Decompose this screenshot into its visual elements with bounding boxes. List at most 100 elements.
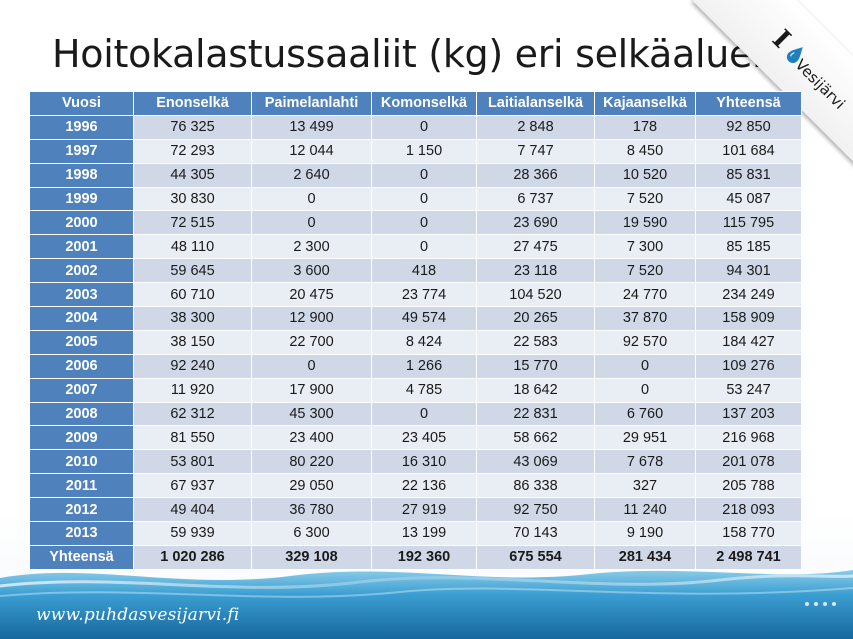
table-cell: 22 700 [251,329,372,355]
table-cell: 28 366 [476,162,595,188]
table-cell: 45 300 [251,401,372,427]
column-header-enonselka: Enonselkä [133,91,252,116]
table-row: 2007 11 920 17 900 4 785 18 642 0 53 247 [29,377,802,403]
table-cell: 8 450 [594,138,696,164]
table-cell: 1 266 [371,353,477,379]
total-label: Yhteensä [29,544,134,570]
table-row: 2006 92 240 0 1 266 15 770 0 109 276 [29,353,802,379]
table-cell: 45 087 [695,186,802,212]
table-cell: 327 [594,473,696,499]
table-cell: 23 690 [476,210,595,236]
table-cell: 22 831 [476,401,595,427]
row-year: 2007 [29,377,134,403]
water-drop-heart-icon [786,47,803,63]
table-cell: 205 788 [695,473,802,499]
table-cell: 27 919 [371,497,477,523]
table-cell: 23 774 [371,282,477,308]
row-year: 2005 [29,329,134,355]
table-cell: 23 405 [371,425,477,451]
row-year: 1998 [29,162,134,188]
table-cell: 2 300 [251,234,372,260]
table-cell: 53 801 [133,449,252,475]
table-cell: 60 710 [133,282,252,308]
table-cell: 158 909 [695,306,802,331]
table-cell: 158 770 [695,521,802,546]
table-row: 2002 59 645 3 600 418 23 118 7 520 94 301 [29,258,802,284]
table-cell: 72 293 [133,138,252,164]
table-cell: 24 770 [594,282,696,308]
table-cell: 6 300 [251,521,372,546]
row-year: 2010 [29,449,134,475]
table-cell: 178 [594,114,696,140]
table-cell: 44 305 [133,162,252,188]
table-row: 2008 62 312 45 300 0 22 831 6 760 137 203 [29,401,802,427]
water-wave-footer [0,570,853,639]
table-row: 2009 81 550 23 400 23 405 58 662 29 951 216 96… [29,425,802,451]
row-year: 2013 [29,521,134,546]
table-cell: 17 900 [251,377,372,403]
table-cell: 58 662 [476,425,595,451]
table-cell: 6 760 [594,401,696,427]
table-row: 2004 38 300 12 900 49 574 20 265 37 870 158 90… [29,306,802,331]
table-cell: 115 795 [695,210,802,236]
row-year: 2001 [29,234,134,260]
table-cell: 2 498 741 [695,544,802,570]
table-cell: 0 [371,186,477,212]
table-row: 2005 38 150 22 700 8 424 22 583 92 570 184 427 [29,329,802,355]
row-year: 1996 [29,114,134,140]
table-cell: 76 325 [133,114,252,140]
table-cell: 18 642 [476,377,595,403]
catch-table: Vuosi Enonselkä Paimelanlahti Komonselkä… [29,91,802,570]
table-cell: 29 951 [594,425,696,451]
table-cell: 12 900 [251,306,372,331]
table-cell: 59 645 [133,258,252,284]
table-header-row: Vuosi Enonselkä Paimelanlahti Komonselkä… [29,91,802,116]
table-cell: 7 300 [594,234,696,260]
table-cell: 23 400 [251,425,372,451]
table-cell: 80 220 [251,449,372,475]
table-cell: 49 404 [133,497,252,523]
row-year: 2008 [29,401,134,427]
table-cell: 48 110 [133,234,252,260]
table-cell: 92 750 [476,497,595,523]
table-row: 1996 76 325 13 499 0 2 848 178 92 850 [29,114,802,140]
table-cell: 27 475 [476,234,595,260]
table-cell: 0 [251,353,372,379]
table-cell: 104 520 [476,282,595,308]
table-cell: 92 850 [695,114,802,140]
table-cell: 92 570 [594,329,696,355]
row-year: 2011 [29,473,134,499]
table-cell: 20 475 [251,282,372,308]
table-cell: 201 078 [695,449,802,475]
corner-ribbon: I Vesijärvi [673,0,853,180]
table-cell: 0 [371,401,477,427]
table-cell: 38 300 [133,306,252,331]
table-row: 2010 53 801 80 220 16 310 43 069 7 678 201 078 [29,449,802,475]
row-year: 2002 [29,258,134,284]
table-cell: 0 [371,234,477,260]
table-cell: 15 770 [476,353,595,379]
table-cell: 329 108 [251,544,372,570]
table-cell: 70 143 [476,521,595,546]
table-cell: 53 247 [695,377,802,403]
row-year: 1997 [29,138,134,164]
table-cell: 4 785 [371,377,477,403]
table-cell: 101 684 [695,138,802,164]
table-cell: 20 265 [476,306,595,331]
row-year: 2012 [29,497,134,523]
table-cell: 36 780 [251,497,372,523]
row-year: 2006 [29,353,134,379]
table-cell: 216 968 [695,425,802,451]
table-cell: 218 093 [695,497,802,523]
slide-title: Hoitokalastussaaliit (kg) eri selkäaluei… [52,32,806,76]
table-cell: 19 590 [594,210,696,236]
column-header-total: Yhteensä [695,91,802,116]
table-row: 2000 72 515 0 0 23 690 19 590 115 795 [29,210,802,236]
row-year: 2009 [29,425,134,451]
table-row: 2011 67 937 29 050 22 136 86 338 327 205 788 [29,473,802,499]
column-header-year: Vuosi [29,91,134,116]
table-cell: 7 678 [594,449,696,475]
table-cell: 7 520 [594,258,696,284]
column-header-komonselka: Komonselkä [371,91,477,116]
table-cell: 59 939 [133,521,252,546]
